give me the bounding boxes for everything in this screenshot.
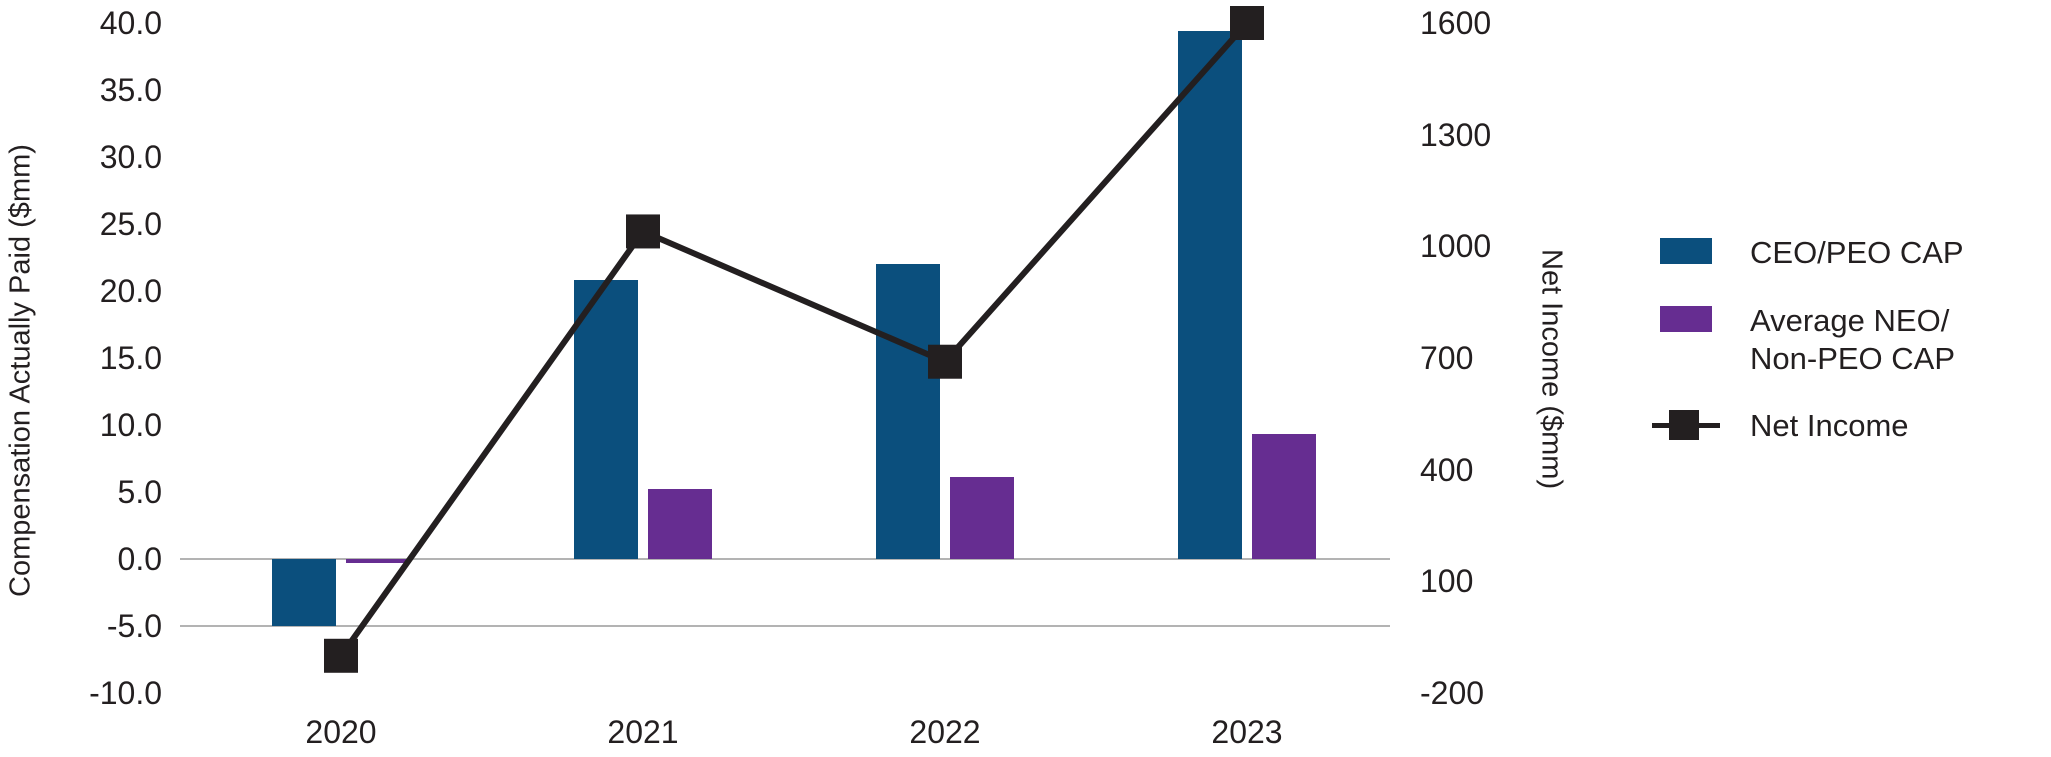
bar-average-neo-non-peo-cap-2022	[950, 477, 1014, 559]
x-axis-label-2023: 2023	[1211, 714, 1283, 750]
left-axis-tick-0.0: 0.0	[117, 541, 162, 577]
left-axis-tick-35.0: 35.0	[99, 72, 162, 108]
right-axis-tick-1600: 1600	[1420, 5, 1492, 41]
gridline-0	[180, 558, 1390, 560]
legend-label-ceo-peo-cap: CEO/PEO CAP	[1750, 235, 1964, 270]
right-axis-tick-100: 100	[1420, 563, 1474, 600]
left-axis-tick-5.0: 5.0	[117, 474, 162, 510]
x-axis-label-2020: 2020	[305, 714, 377, 750]
legend-marker-net-income	[1669, 410, 1699, 440]
bar-average-neo-non-peo-cap-2020	[346, 559, 410, 564]
net-income-marker-2022	[928, 344, 962, 379]
right-axis-title: Net Income ($mm)	[1535, 248, 1568, 490]
net-income-line	[338, 21, 1250, 658]
net-income-marker-2021	[626, 214, 660, 249]
bar-ceo-peo-cap-2021	[574, 280, 638, 559]
legend-swatch-ceo-peo-cap	[1660, 238, 1712, 264]
right-axis-tick-700: 700	[1420, 340, 1474, 376]
left-axis-tick-30.0: 30.0	[99, 139, 162, 175]
left-axis-tick--5.0: -5.0	[106, 608, 162, 644]
right-axis-tick--200: -200	[1420, 675, 1485, 711]
bar-ceo-peo-cap-2023	[1178, 31, 1242, 559]
left-axis-tick--10.0: -10.0	[89, 675, 162, 711]
legend-label-net-income: Net Income	[1750, 408, 1909, 443]
left-axis-tick-10.0: 10.0	[99, 407, 162, 443]
x-axis-label-2021: 2021	[607, 714, 679, 750]
bar-ceo-peo-cap-2022	[876, 264, 940, 559]
left-axis-tick-25.0: 25.0	[99, 206, 162, 242]
gridline--5	[180, 625, 1390, 627]
right-axis-tick-400: 400	[1420, 451, 1474, 488]
left-axis-tick-40.0: 40.0	[99, 5, 162, 41]
x-axis-label-2022: 2022	[909, 714, 981, 750]
net-income-marker-2020	[324, 638, 358, 673]
legend-swatch-average-neo-non-peo-cap	[1660, 306, 1712, 332]
right-axis-tick-1000: 1000	[1420, 228, 1492, 265]
net-income-marker-2023	[1230, 6, 1264, 40]
bar-average-neo-non-peo-cap-2023	[1252, 434, 1316, 559]
bar-average-neo-non-peo-cap-2021	[648, 489, 712, 559]
left-axis-tick-20.0: 20.0	[99, 273, 162, 309]
right-axis-tick-1300: 1300	[1420, 116, 1492, 153]
left-axis-tick-15.0: 15.0	[99, 340, 162, 376]
bar-ceo-peo-cap-2020	[272, 559, 336, 626]
legend-label-average-neo-non-peo-cap: Average NEO/ Non-PEO CAP	[1750, 303, 1956, 376]
